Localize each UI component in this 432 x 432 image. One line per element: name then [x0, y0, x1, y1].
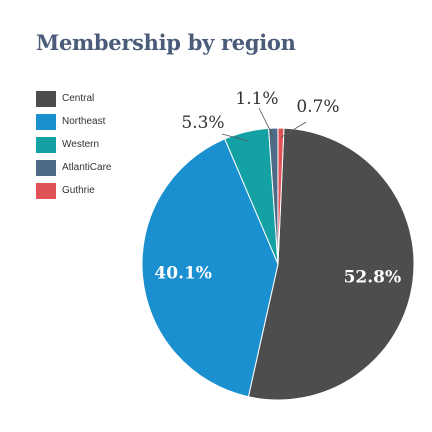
slice-label-guthrie: 0.7% — [296, 97, 339, 117]
legend-item-atlanticare: AtlantiCare — [36, 157, 111, 178]
legend-item-central: Central — [36, 88, 111, 109]
slice-label-central: 52.8% — [344, 267, 402, 287]
legend-swatch — [36, 90, 56, 107]
slice-label-northeast: 40.1% — [154, 264, 212, 284]
legend-item-western: Western — [36, 134, 111, 155]
legend-label: Western — [62, 139, 100, 150]
leader-line-atlanticare — [258, 107, 274, 138]
leader-line-western — [221, 133, 249, 142]
legend-label: Central — [62, 93, 95, 104]
leader-line-guthrie — [280, 121, 307, 138]
legend: Central Northeast Western AtlantiCare Gu… — [36, 88, 111, 203]
legend-swatch — [36, 136, 56, 153]
slice-label-western: 5.3% — [181, 113, 224, 133]
legend-swatch — [36, 113, 56, 130]
pie-slice-central — [247, 127, 415, 401]
pie-slice-northeast — [141, 138, 279, 398]
legend-label: Northeast — [62, 116, 106, 127]
legend-label: Guthrie — [62, 185, 95, 196]
legend-label: AtlantiCare — [62, 162, 112, 173]
slice-label-atlanticare: 1.1% — [235, 89, 278, 109]
chart-title: Membership by region — [36, 30, 296, 55]
legend-swatch — [36, 159, 56, 176]
legend-item-northeast: Northeast — [36, 111, 111, 132]
legend-item-guthrie: Guthrie — [36, 180, 111, 201]
legend-swatch — [36, 182, 56, 199]
pie-slice-guthrie — [277, 127, 285, 265]
